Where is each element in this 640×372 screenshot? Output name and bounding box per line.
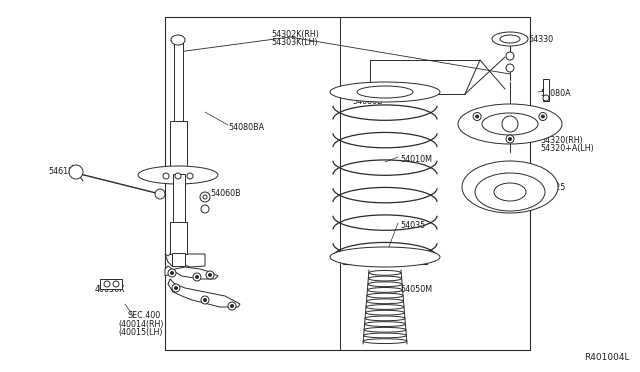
Circle shape	[539, 112, 547, 121]
Circle shape	[201, 205, 209, 213]
Circle shape	[541, 115, 545, 118]
Ellipse shape	[367, 293, 403, 298]
Ellipse shape	[367, 288, 403, 292]
Circle shape	[104, 281, 110, 287]
Circle shape	[206, 271, 214, 279]
Ellipse shape	[330, 82, 440, 102]
Text: 54080BA: 54080BA	[228, 122, 264, 131]
Text: 54010M: 54010M	[400, 155, 432, 164]
Text: R401004L: R401004L	[584, 353, 630, 362]
Text: 40056X: 40056X	[95, 285, 125, 295]
Circle shape	[506, 52, 514, 60]
Ellipse shape	[138, 166, 218, 184]
Circle shape	[69, 165, 83, 179]
Circle shape	[168, 269, 176, 277]
Ellipse shape	[482, 113, 538, 135]
Bar	[172, 253, 185, 266]
Ellipse shape	[369, 270, 401, 275]
Ellipse shape	[500, 35, 520, 43]
Text: 54035: 54035	[400, 221, 425, 230]
Ellipse shape	[492, 32, 528, 46]
Circle shape	[230, 305, 234, 308]
Circle shape	[506, 64, 514, 72]
Text: 54303K(LH): 54303K(LH)	[272, 38, 318, 48]
Circle shape	[509, 138, 511, 141]
Circle shape	[204, 298, 207, 301]
Ellipse shape	[365, 316, 405, 321]
Circle shape	[502, 116, 518, 132]
Circle shape	[476, 115, 479, 118]
Polygon shape	[168, 279, 240, 307]
Text: 54080A: 54080A	[540, 90, 571, 99]
Bar	[174, 42, 183, 124]
Ellipse shape	[475, 173, 545, 211]
Ellipse shape	[366, 305, 404, 310]
Bar	[543, 79, 549, 101]
Text: 54080B: 54080B	[352, 97, 383, 106]
Circle shape	[155, 189, 165, 199]
Text: 54325: 54325	[540, 183, 565, 192]
Ellipse shape	[171, 35, 185, 45]
Circle shape	[187, 173, 193, 179]
Ellipse shape	[363, 339, 407, 344]
Ellipse shape	[357, 86, 413, 98]
Text: 54330: 54330	[528, 35, 553, 44]
Text: (40014(RH): (40014(RH)	[118, 320, 163, 328]
Text: 54618: 54618	[48, 167, 73, 176]
Text: 54320(RH): 54320(RH)	[540, 135, 583, 144]
Text: 54050M: 54050M	[400, 285, 432, 295]
Circle shape	[543, 95, 549, 101]
Bar	[100, 279, 122, 289]
Ellipse shape	[365, 310, 404, 315]
Ellipse shape	[365, 322, 406, 327]
Circle shape	[228, 302, 236, 310]
Text: (40015(LH): (40015(LH)	[118, 328, 163, 337]
Circle shape	[506, 135, 514, 143]
Ellipse shape	[330, 247, 440, 267]
Circle shape	[172, 284, 180, 292]
Ellipse shape	[367, 299, 403, 304]
Circle shape	[193, 273, 201, 281]
Circle shape	[473, 112, 481, 121]
Ellipse shape	[369, 276, 401, 281]
Text: 54060B: 54060B	[210, 189, 241, 199]
Ellipse shape	[494, 183, 526, 201]
Circle shape	[200, 192, 210, 202]
Text: 54302K(RH): 54302K(RH)	[271, 29, 319, 38]
Polygon shape	[165, 252, 205, 267]
Circle shape	[163, 173, 169, 179]
Ellipse shape	[364, 327, 406, 332]
Circle shape	[175, 173, 181, 179]
Circle shape	[203, 195, 207, 199]
Circle shape	[170, 272, 173, 275]
Circle shape	[195, 276, 198, 279]
Text: SEC.400: SEC.400	[128, 311, 161, 320]
Bar	[170, 222, 187, 254]
Bar	[173, 174, 185, 224]
Ellipse shape	[458, 104, 562, 144]
Ellipse shape	[368, 282, 402, 286]
Polygon shape	[165, 266, 218, 279]
Ellipse shape	[364, 333, 406, 338]
Circle shape	[175, 286, 177, 289]
Circle shape	[113, 281, 119, 287]
Circle shape	[201, 296, 209, 304]
Ellipse shape	[462, 161, 558, 213]
Circle shape	[209, 273, 211, 276]
Bar	[170, 121, 187, 176]
Text: 54320+A(LH): 54320+A(LH)	[540, 144, 594, 154]
